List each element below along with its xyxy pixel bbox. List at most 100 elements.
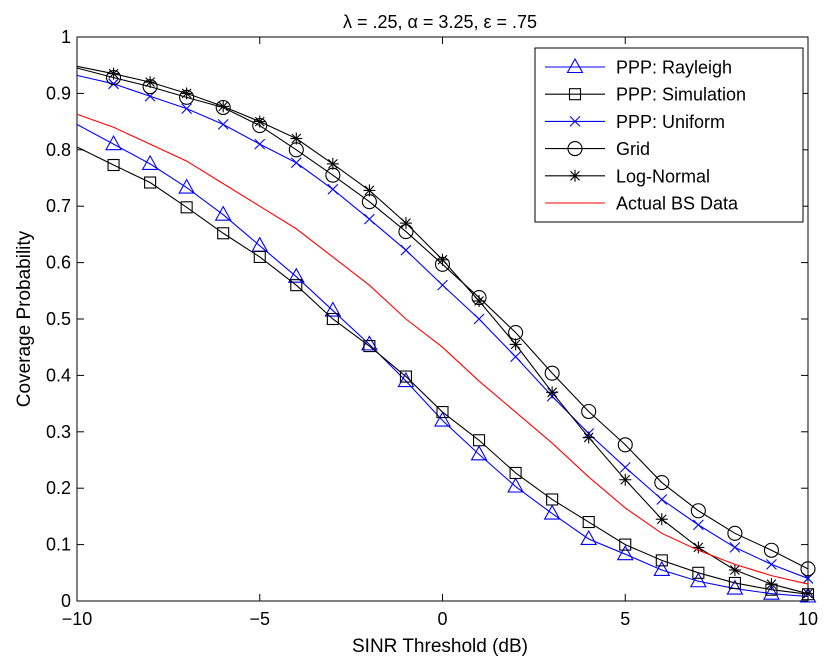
legend-box: [534, 47, 804, 223]
x-tick-label: 10: [798, 609, 818, 629]
data-point-ppp-rayleigh: [214, 205, 232, 221]
data-point-ppp-simulation: [582, 515, 595, 529]
data-point-log-normal: [436, 253, 449, 266]
data-point-ppp-rayleigh: [287, 267, 305, 283]
data-point-ppp-uniform: [729, 542, 741, 553]
legend-marker: [566, 57, 584, 74]
series-ppp-uniform: [76, 74, 814, 584]
data-point-grid: [544, 365, 560, 381]
data-point-ppp-uniform: [181, 103, 193, 115]
data-point-grid: [617, 437, 633, 453]
series-line-actual-bs-data: [76, 113, 809, 585]
data-point-grid: [763, 542, 780, 558]
data-point-ppp-rayleigh: [507, 477, 525, 493]
data-point-ppp-simulation: [107, 158, 120, 172]
data-point-ppp-rayleigh: [580, 529, 598, 546]
y-tick-label: 0.1: [46, 535, 71, 555]
data-point-log-normal: [692, 541, 705, 554]
x-axis-label: SINR Threshold (dB): [352, 636, 528, 657]
legend-label: Log-Normal: [616, 166, 710, 186]
data-point-ppp-rayleigh: [726, 579, 744, 595]
data-point-ppp-simulation: [619, 538, 632, 551]
data-point-ppp-simulation: [472, 434, 486, 447]
y-tick-label: 0.4: [46, 365, 71, 385]
data-point-log-normal: [290, 132, 303, 145]
data-point-log-normal: [655, 513, 668, 526]
data-point-grid: [727, 525, 743, 541]
y-tick-label: 0.3: [46, 422, 71, 442]
data-point-ppp-uniform: [437, 279, 448, 291]
data-point-ppp-uniform: [510, 351, 521, 363]
data-point-ppp-rayleigh: [543, 504, 561, 520]
data-point-ppp-uniform: [364, 213, 375, 225]
legend-item-ppp-rayleigh: PPP: Rayleigh: [545, 58, 732, 78]
legend-marker: [569, 169, 581, 182]
data-point-ppp-uniform: [766, 558, 777, 570]
data-point-ppp-rayleigh: [689, 572, 707, 588]
legend-label: Actual BS Data: [616, 194, 739, 214]
data-point-ppp-rayleigh: [763, 584, 780, 600]
data-point-ppp-rayleigh: [434, 411, 451, 427]
series-line-ppp-simulation: [76, 146, 809, 595]
data-point-ppp-uniform: [473, 313, 485, 325]
data-point-ppp-rayleigh: [324, 301, 342, 317]
data-point-log-normal: [253, 115, 266, 128]
data-point-ppp-simulation: [180, 201, 193, 214]
data-point-ppp-uniform: [619, 461, 631, 473]
legend-item-ppp-simulation: PPP: Simulation: [545, 85, 746, 105]
legend-label: PPP: Uniform: [616, 112, 725, 132]
data-point-ppp-rayleigh: [105, 135, 122, 151]
x-tick-label: −10: [62, 609, 93, 629]
data-point-ppp-rayleigh: [616, 545, 634, 561]
data-point-ppp-uniform: [327, 183, 339, 195]
data-point-log-normal: [399, 217, 412, 230]
data-point-ppp-rayleigh: [178, 178, 196, 194]
axis-ticks: −10 −5 0 5 10 0 0.1 0.2 0.3 0.4 0.5 0.6 0.7 0.8 0.9 1: [46, 27, 818, 629]
data-point-grid: [800, 561, 816, 577]
legend-label: PPP: Rayleigh: [616, 58, 732, 78]
data-point-log-normal: [107, 67, 120, 80]
data-point-log-normal: [728, 563, 741, 576]
data-point-ppp-uniform: [400, 244, 412, 256]
legend: PPP: Rayleigh PPP: Simulation PPP: Uniform…: [534, 47, 804, 223]
data-point-ppp-simulation: [509, 466, 522, 480]
y-axis-label: Coverage Probability: [14, 230, 35, 407]
legend-marker: [567, 141, 583, 157]
data-point-log-normal: [363, 184, 376, 197]
data-point-log-normal: [217, 100, 230, 113]
data-point-ppp-simulation: [363, 340, 376, 353]
data-point-ppp-simulation: [217, 227, 230, 240]
legend-label: PPP: Simulation: [616, 85, 746, 105]
data-point-ppp-simulation: [326, 312, 339, 326]
data-point-ppp-rayleigh: [141, 154, 159, 170]
x-tick-label: 5: [620, 609, 630, 629]
data-point-grid: [654, 475, 670, 491]
series-layer: [76, 65, 817, 603]
series-log-normal: [76, 65, 814, 600]
data-point-log-normal: [619, 473, 632, 486]
data-point-ppp-simulation: [655, 554, 668, 567]
series-line-ppp-rayleigh: [76, 123, 809, 598]
data-point-log-normal: [473, 294, 486, 307]
data-point-ppp-uniform: [290, 157, 302, 169]
data-point-ppp-uniform: [692, 519, 704, 531]
data-point-grid: [690, 503, 706, 519]
series-ppp-simulation: [76, 146, 815, 601]
data-point-log-normal: [765, 578, 778, 591]
y-tick-label: 0.7: [46, 196, 71, 216]
legend-label: Grid: [616, 139, 650, 159]
data-point-ppp-rayleigh: [470, 445, 488, 461]
data-point-ppp-uniform: [254, 138, 266, 150]
data-point-ppp-simulation: [290, 279, 303, 292]
series-ppp-rayleigh: [76, 123, 817, 603]
data-point-ppp-uniform: [108, 78, 119, 90]
y-tick-label: 0.2: [46, 478, 71, 498]
data-point-log-normal: [180, 87, 193, 100]
data-point-log-normal: [326, 157, 339, 170]
data-point-ppp-rayleigh: [653, 560, 671, 577]
data-point-log-normal: [582, 431, 595, 444]
data-point-ppp-simulation: [253, 250, 266, 264]
y-tick-label: 0.9: [46, 83, 71, 103]
chart-title: λ = .25, α = 3.25, ε = .75: [343, 12, 537, 32]
